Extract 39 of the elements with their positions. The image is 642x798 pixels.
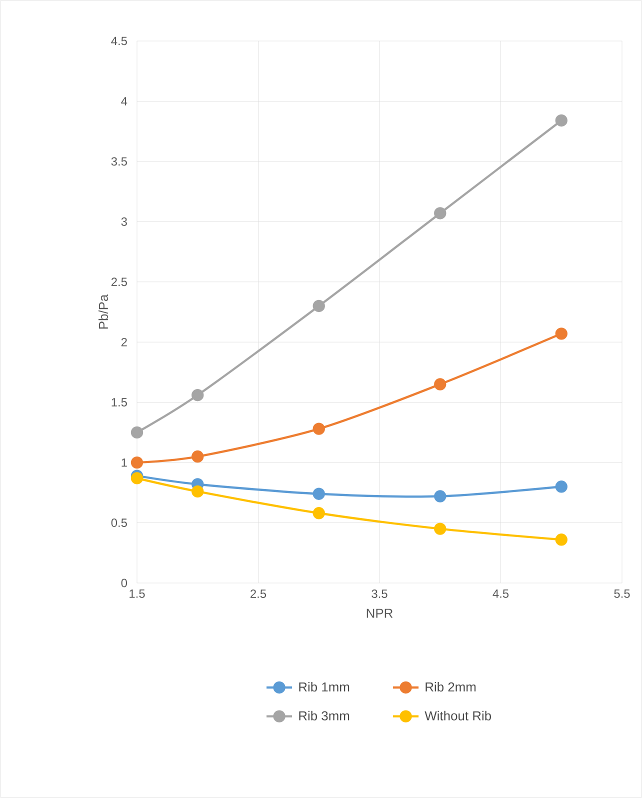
point (555, 114, 568, 127)
point (192, 485, 204, 498)
point (312, 300, 325, 312)
y-tick-label: 4 (121, 97, 128, 106)
y-tick-label: 4.5 (111, 36, 127, 46)
point (312, 488, 325, 500)
x-tick-label: 1.5 (130, 590, 145, 598)
point (555, 480, 568, 493)
point (434, 207, 446, 220)
y-tick-label: 0.5 (111, 518, 127, 527)
y-tick-label: 2 (121, 338, 127, 346)
point (434, 490, 446, 502)
point (130, 456, 144, 469)
point (312, 422, 325, 435)
point (192, 389, 204, 402)
point (555, 328, 568, 340)
legend-label: Rib 2mm (426, 682, 476, 692)
x-axis-title: NPR (366, 608, 393, 618)
x-tick-label: 5.5 (614, 590, 630, 598)
point (434, 522, 446, 535)
point (434, 378, 446, 390)
point (192, 450, 204, 463)
legend-label: Rib 1mm (299, 682, 350, 692)
y-tick-label: 1 (122, 458, 127, 467)
y-tick-label: 3.5 (111, 157, 127, 166)
y-tick-label: 1.5 (112, 398, 127, 406)
x-tick-label: 3.5 (372, 590, 388, 598)
legend-label: Rib 3mm (299, 710, 350, 720)
x-tick-label: 4.5 (492, 590, 509, 598)
y-axis-title: Pb/Pa (98, 294, 108, 329)
point (555, 534, 568, 546)
legend-label: Without Rib (424, 710, 492, 720)
x-tick-label: 2.5 (250, 590, 266, 598)
point (130, 426, 144, 439)
y-tick-label: 2.5 (111, 278, 127, 286)
point (312, 507, 325, 520)
y-tick-label: 0 (121, 578, 128, 588)
y-tick-label: 3 (121, 217, 127, 226)
point (130, 472, 144, 484)
